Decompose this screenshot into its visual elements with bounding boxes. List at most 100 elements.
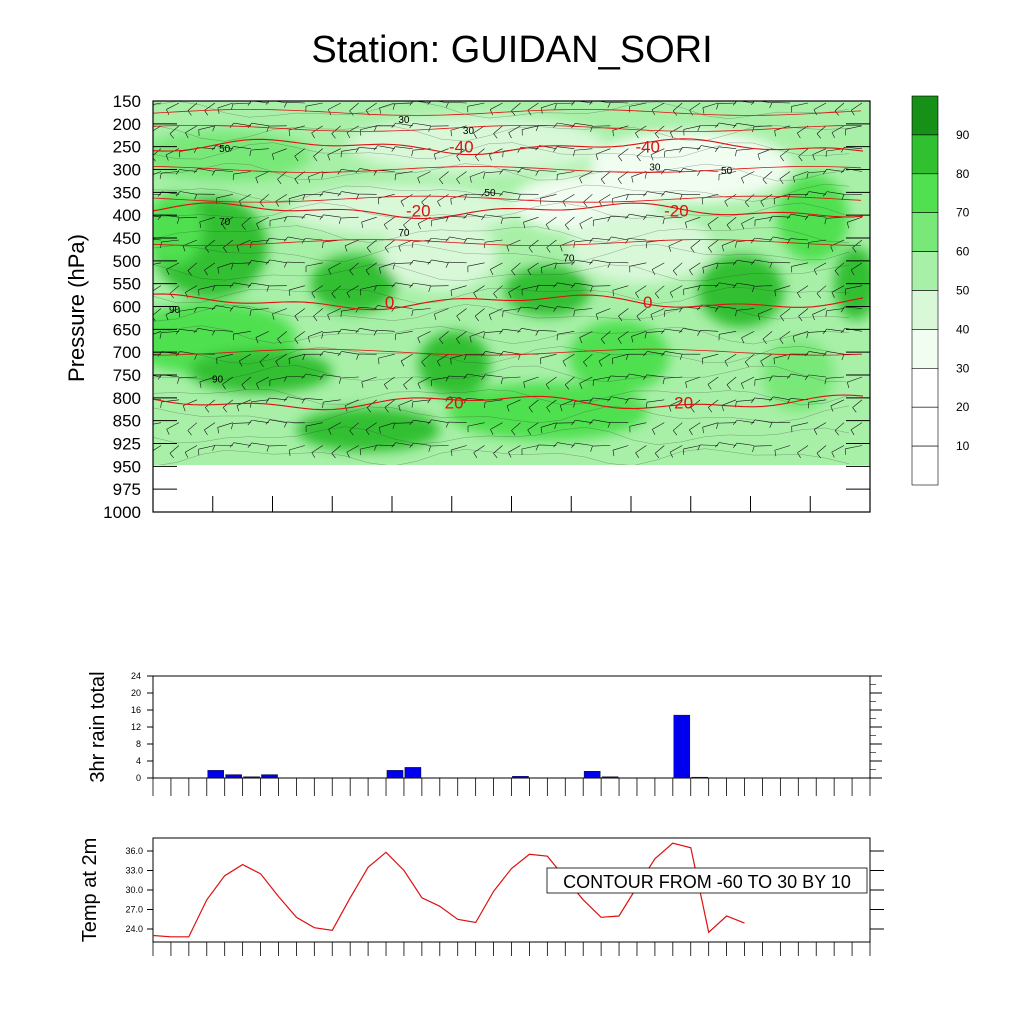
- temperature-tick-label: 24.0: [125, 924, 143, 934]
- wind-barb: [664, 216, 683, 219]
- wind-barb: [612, 194, 629, 199]
- wind-barb-feather: [482, 332, 485, 339]
- wind-barb: [600, 171, 611, 180]
- wind-barb: [434, 308, 449, 315]
- wind-barb-feather: [211, 170, 216, 176]
- wind-barb-feather: [553, 442, 558, 448]
- wind-barb-feather: [283, 236, 289, 242]
- wind-barb: [718, 102, 737, 104]
- wind-barb-feather: [391, 306, 396, 312]
- wind-barb-feather: [456, 178, 461, 185]
- wind-barb-feather: [651, 269, 656, 275]
- wind-barb: [629, 213, 647, 218]
- wind-barb-feather: [559, 405, 563, 412]
- temperature-contour-line: [152, 202, 864, 220]
- wind-barb-feather: [752, 286, 755, 293]
- wind-barb-feather: [654, 453, 660, 459]
- wind-barb: [395, 331, 413, 335]
- wind-barb: [538, 444, 557, 446]
- wind-barb: [592, 445, 611, 447]
- wind-barb: [617, 171, 629, 180]
- wind-barb-feather: [366, 407, 371, 413]
- wind-barb: [215, 145, 233, 149]
- wind-barb-feather: [301, 214, 307, 219]
- wind-barb: [286, 216, 305, 218]
- wind-barb: [560, 239, 575, 246]
- wind-barb-feather: [373, 145, 378, 151]
- rh-contour-line: [153, 244, 850, 262]
- wind-barb-feather: [589, 419, 594, 425]
- wind-barb-feather: [631, 176, 634, 183]
- wind-barb-feather: [259, 201, 264, 207]
- humidity-contour-label: 70: [398, 228, 410, 239]
- wind-barb-feather: [617, 178, 622, 185]
- wind-barb-feather: [283, 375, 288, 382]
- wind-barb-feather: [222, 384, 226, 390]
- rh-contour-line: [153, 303, 850, 322]
- wind-barb: [179, 351, 197, 355]
- wind-barb-feather: [834, 430, 839, 436]
- wind-barb: [182, 239, 198, 247]
- wind-barb: [557, 331, 575, 335]
- wind-barb: [834, 422, 845, 431]
- wind-barb-feather: [760, 360, 764, 367]
- wind-barb-feather: [493, 453, 498, 459]
- wind-barb: [166, 102, 180, 110]
- wind-barb-feather: [636, 156, 641, 162]
- temperature-contour-line: [152, 293, 864, 311]
- wind-barb: [772, 375, 791, 378]
- humidity-contour-label: 90: [169, 305, 181, 316]
- wind-barb-feather: [583, 361, 588, 367]
- wind-barb-feather: [311, 452, 316, 458]
- wind-barb: [754, 376, 773, 381]
- wind-barb: [395, 442, 413, 446]
- wind-barb-feather: [328, 429, 332, 435]
- wind-barb-feather: [779, 156, 784, 162]
- wind-barb-feather: [493, 133, 498, 139]
- wind-barb-feather: [840, 328, 846, 334]
- wind-barb: [313, 468, 322, 476]
- wind-barb-feather: [612, 198, 614, 205]
- wind-barb-feather: [741, 177, 745, 184]
- wind-barb: [256, 376, 269, 384]
- wind-barb-feather: [847, 382, 850, 389]
- wind-barb-feather: [211, 305, 217, 311]
- wind-barb: [448, 375, 467, 378]
- wind-barb: [484, 171, 503, 174]
- wind-barb: [834, 262, 845, 271]
- temperature-contour-label: 20: [445, 393, 464, 412]
- wind-barb-feather: [361, 381, 364, 388]
- wind-barb-feather: [607, 236, 612, 242]
- wind-barb: [289, 285, 305, 291]
- wind-barb-feather: [715, 122, 720, 128]
- wind-barb: [467, 422, 485, 427]
- pressure-tick-label: 550: [113, 275, 141, 294]
- rh-contour-line: [153, 163, 850, 182]
- wind-barb: [493, 445, 503, 454]
- wind-barb-feather: [840, 168, 846, 174]
- wind-barb-feather: [672, 270, 678, 276]
- wind-barb: [560, 399, 575, 406]
- wind-barb-feather: [409, 123, 414, 129]
- wind-barb-feather: [427, 397, 432, 404]
- wind-barb-feather: [409, 442, 414, 448]
- colorbar-swatch: [911, 212, 939, 252]
- wind-barb: [421, 353, 431, 363]
- wind-barb-feather: [356, 467, 359, 472]
- wind-barb: [384, 239, 395, 248]
- wind-barb-feather: [826, 470, 827, 476]
- wind-barb-feather: [508, 132, 512, 139]
- wind-barb: [395, 171, 413, 175]
- colorbar-swatch: [911, 290, 939, 330]
- wind-barb-feather: [212, 125, 216, 132]
- wind-barb-feather: [607, 262, 611, 268]
- wind-barb-feather: [277, 179, 282, 185]
- wind-barb-feather: [193, 168, 199, 174]
- wind-barb: [456, 308, 467, 317]
- wind-barb: [701, 464, 702, 465]
- rain-plot-frame: [152, 675, 871, 779]
- wind-barb: [593, 419, 611, 423]
- wind-barb-feather: [750, 397, 755, 404]
- wind-barb: [323, 214, 341, 218]
- wind-barb: [724, 194, 737, 202]
